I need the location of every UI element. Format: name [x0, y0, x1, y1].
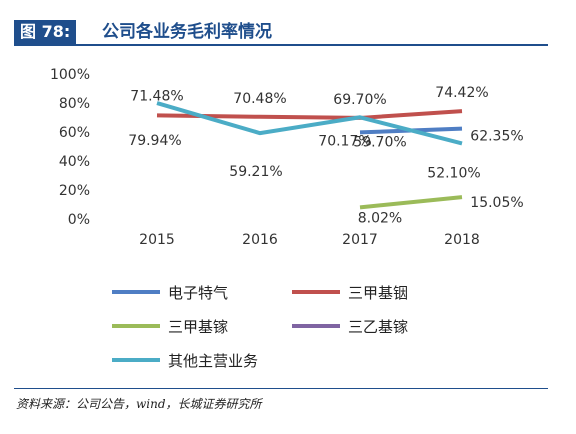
legend-label: 三甲基镓: [168, 318, 228, 336]
bottom-rule: [14, 388, 548, 389]
data-label: 70.17%: [318, 133, 371, 149]
x-tick-label: 2015: [139, 232, 175, 248]
y-tick-label: 100%: [50, 67, 90, 83]
y-tick-label: 80%: [59, 96, 90, 112]
data-label: 15.05%: [470, 195, 523, 211]
data-label: 59.70%: [353, 134, 406, 150]
series-line: [156, 101, 463, 146]
y-tick-label: 40%: [59, 154, 90, 170]
data-label: 8.02%: [358, 210, 402, 226]
legend-label: 电子特气: [168, 284, 228, 302]
data-label: 70.48%: [233, 91, 286, 107]
data-label: 79.94%: [128, 133, 181, 149]
legend-label: 三乙基镓: [348, 318, 408, 336]
x-tick-label: 2018: [444, 232, 480, 248]
data-label: 62.35%: [470, 129, 523, 145]
x-tick-label: 2017: [342, 232, 378, 248]
data-label: 69.70%: [333, 92, 386, 108]
figure-title-bar: 图 78: 公司各业务毛利率情况: [14, 20, 548, 46]
figure-number: 图 78:: [14, 20, 77, 44]
y-tick-label: 0%: [68, 212, 90, 228]
figure-title: 公司各业务毛利率情况: [102, 22, 272, 42]
data-label: 59.21%: [229, 164, 282, 180]
source-note: 资料来源：公司公告，wind，长城证券研究所: [16, 397, 262, 411]
y-tick-label: 20%: [59, 183, 90, 199]
line-chart: 0% 20% 40% 60% 80% 100% 2015 2016 2017 2018 59.70%…: [50, 67, 524, 370]
x-tick-label: 2016: [242, 232, 278, 248]
data-label: 71.48%: [130, 88, 183, 104]
y-tick-label: 60%: [59, 125, 90, 141]
data-label: 52.10%: [427, 165, 480, 181]
data-label: 74.42%: [435, 85, 488, 101]
legend-label: 三甲基铟: [348, 284, 408, 302]
legend-label: 其他主营业务: [168, 352, 258, 370]
series-line: [359, 195, 463, 210]
